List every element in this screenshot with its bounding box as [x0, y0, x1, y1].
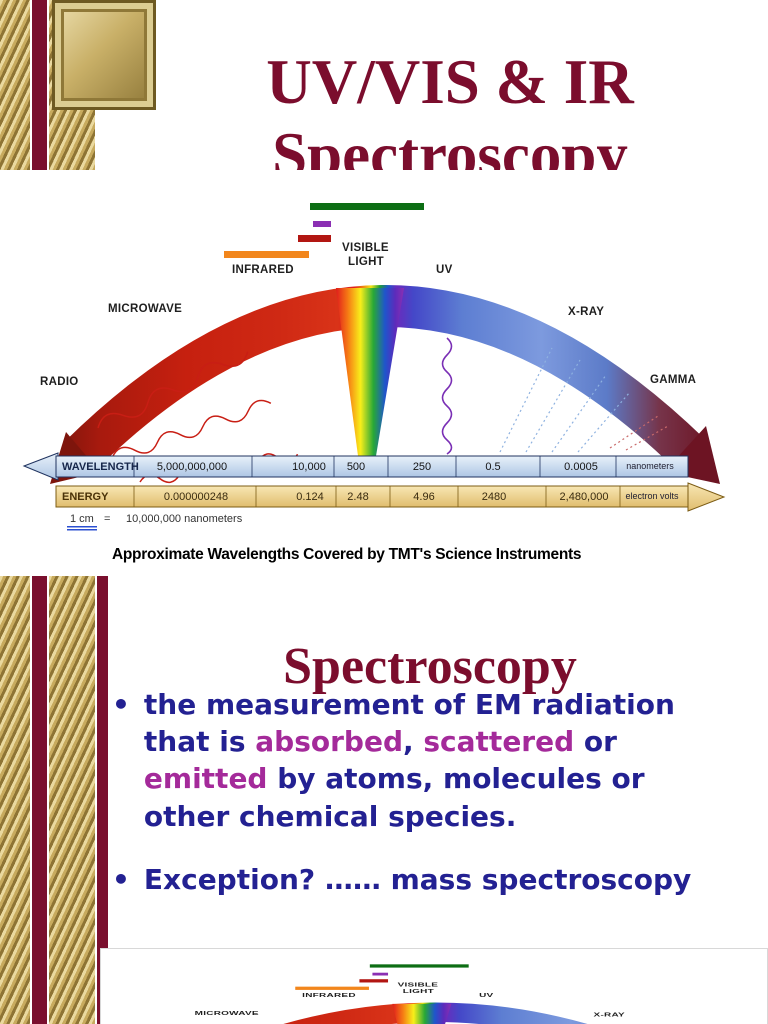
cm-scale-note: 1 cm = 10,000,000 nanometers: [67, 513, 243, 531]
wavelength-value-2: 500: [347, 461, 365, 473]
column-capital-ornament: [52, 0, 156, 110]
gamma-dash-decorations: [609, 415, 669, 451]
coverage-bar-purple: [313, 221, 331, 227]
column-decoration-top: [0, 0, 156, 170]
wavelength-value-4: 0.5: [485, 461, 500, 473]
slide-2: Spectroscopy • the measurement of EM rad…: [0, 576, 768, 1024]
xray-dash-decorations: [499, 347, 631, 453]
scale-note-equals: =: [104, 513, 110, 525]
tmt-coverage-bars: [224, 203, 424, 258]
bullet-list: • the measurement of EM radiation that i…: [112, 686, 736, 924]
bullet-text-2: Exception? …… mass spectroscopy: [143, 862, 692, 896]
energy-label: ENERGY: [62, 491, 109, 503]
energy-value-3: 4.96: [413, 491, 434, 503]
slide2-title: Spectroscopy: [283, 638, 577, 696]
bullet1-part-0: the measurement of EM radiation that is: [143, 688, 675, 759]
maroon-stripe-2: [30, 576, 49, 1024]
energy-value-1: 0.124: [296, 491, 324, 503]
bullet-marker: •: [112, 862, 130, 896]
em-diagram-mini: [100, 948, 768, 1024]
energy-value-2: 2.48: [347, 491, 368, 503]
energy-value-0: 0.000000248: [164, 491, 228, 503]
scale-note-underline-1: [67, 526, 97, 528]
em-spectrum-diagram: RADIO MICROWAVE INFRARED VISIBLE LIGHT U…: [22, 203, 726, 531]
wavelength-ticks: [133, 456, 617, 477]
figure-caption: Approximate Wavelengths Covered by TMT's…: [112, 546, 582, 563]
gold-stripe-outer-2: [0, 576, 30, 1024]
band-label-radio: RADIO: [40, 376, 79, 388]
slide-1: UV/VIS & IR Spectroscopy: [0, 0, 768, 576]
gold-stripe-outer: [0, 0, 30, 170]
energy-value-5: 2,480,000: [560, 491, 609, 503]
coverage-bar-red: [298, 235, 331, 242]
bullet-item-2: • Exception? …… mass spectroscopy: [112, 861, 736, 898]
maroon-accent-stripe: [95, 576, 110, 1024]
band-label-infrared: INFRARED: [232, 264, 294, 276]
scale-note-value: 10,000,000 nanometers: [126, 513, 243, 525]
bullet1-highlight-absorbed: absorbed: [255, 725, 403, 759]
band-label-microwave: MICROWAVE: [108, 303, 182, 315]
wavelength-unit: nanometers: [626, 461, 674, 471]
gold-stripe-inner-2: [49, 576, 95, 1024]
uv-wave-decoration: [441, 337, 453, 455]
slide1-title-line1: UV/VIS & IR: [266, 47, 634, 118]
bullet-marker: •: [112, 688, 130, 721]
maroon-stripe: [30, 0, 49, 170]
bullet1-highlight-scattered: scattered: [423, 725, 575, 759]
column-decoration-bottom: [0, 576, 110, 1024]
coverage-bar-orange: [224, 251, 309, 258]
band-label-xray: X-RAY: [568, 306, 604, 318]
energy-scale-bar: ENERGY 0.000000248 0.124 2.48 4.96 2480 …: [55, 482, 726, 512]
wavelength-label: WAVELENGTH: [62, 461, 139, 473]
visible-light-wedge: [336, 288, 404, 456]
energy-ticks: [133, 486, 621, 507]
bullet1-part-2: ,: [403, 725, 424, 759]
band-label-gamma: GAMMA: [650, 374, 696, 386]
wavelength-value-0: 5,000,000,000: [157, 461, 227, 473]
em-diagram-mini-svg: [101, 949, 767, 1024]
em-spectrum-figure: RADIO MICROWAVE INFRARED VISIBLE LIGHT U…: [0, 170, 768, 576]
wavelength-scale-bar: WAVELENGTH 5,000,000,000 10,000 500 250 …: [22, 452, 689, 481]
em-diagram-group: RADIO MICROWAVE INFRARED VISIBLE LIGHT U…: [22, 203, 726, 531]
scale-note-underline-2: [67, 529, 97, 531]
energy-unit: electron volts: [625, 491, 679, 501]
bullet-item-1: • the measurement of EM radiation that i…: [112, 686, 736, 835]
bullet1-highlight-emitted: emitted: [143, 762, 268, 796]
scale-note-quantity: 1 cm: [70, 513, 94, 525]
bullet1-part-4: or: [574, 725, 617, 759]
bullet1-part-6: by atoms, molecules or other chemical sp…: [143, 762, 645, 833]
energy-value-4: 2480: [482, 491, 506, 503]
coverage-bar-green: [310, 203, 424, 210]
wavelength-value-1: 10,000: [292, 461, 326, 473]
band-label-visible: VISIBLE: [342, 242, 389, 254]
wavelength-value-5: 0.0005: [564, 461, 598, 473]
band-label-light: LIGHT: [348, 256, 384, 268]
band-label-uv: UV: [436, 264, 453, 276]
bullet-text-1: the measurement of EM radiation that is …: [144, 686, 724, 835]
wavelength-value-3: 250: [413, 461, 431, 473]
